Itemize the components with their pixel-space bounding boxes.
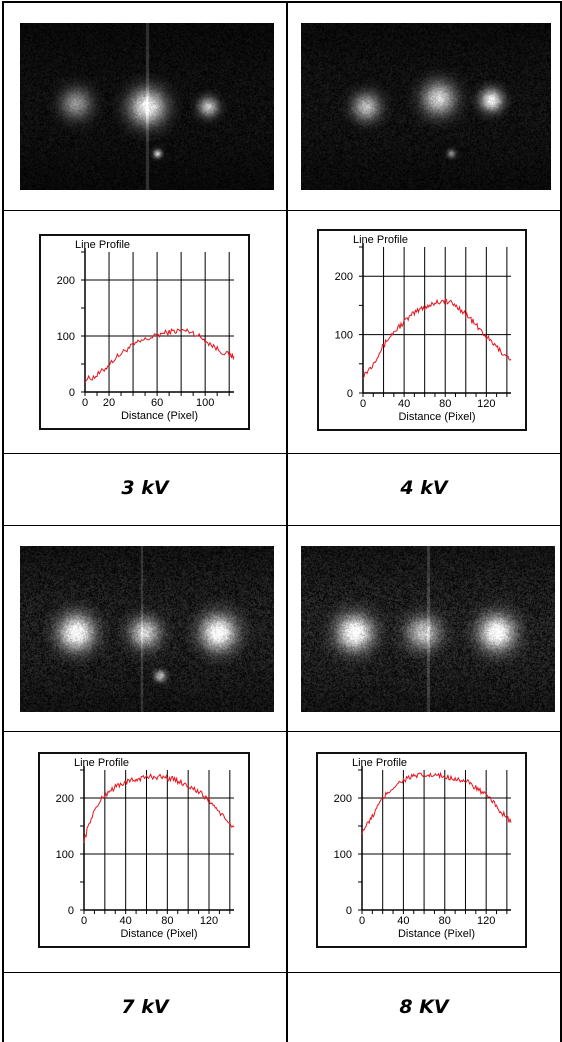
y-tick-label: 200 [56, 793, 74, 805]
y-tick-label: 100 [57, 331, 75, 343]
x-tick-label: 0 [359, 915, 365, 927]
x-tick-label: 60 [151, 397, 163, 409]
emission-image-7kv [20, 546, 274, 712]
table-border-left [2, 1, 4, 1042]
x-tick-label: 0 [82, 397, 88, 409]
emission-image-canvas [301, 546, 555, 712]
x-tick-label: 80 [439, 915, 451, 927]
x-tick-label: 20 [103, 397, 115, 409]
x-tick-label: 80 [161, 915, 173, 927]
profile-series-line [83, 773, 235, 843]
line-profile-chart-3kv: Line Profile 0 20 60 100 0 100 200 Distance (Pix… [39, 234, 250, 430]
emission-image-3kv [20, 23, 274, 190]
y-tick-label: 0 [347, 388, 353, 400]
y-tick-label: 200 [334, 793, 352, 805]
y-tick-label: 0 [68, 905, 74, 917]
table-row-rule-5 [2, 972, 562, 973]
table-row-rule-3 [2, 525, 562, 526]
emission-image-4kv [301, 23, 551, 190]
line-profile-chart-4kv: Line Profile 0 40 80 120 0 100 200 Distance (Pix… [317, 229, 527, 431]
x-tick-label: 0 [360, 398, 366, 410]
profile-series-line [362, 298, 512, 379]
table-divider-vertical [286, 1, 288, 1042]
chart-svg: Line Profile 0 40 80 120 0 100 200 Distance (Pix… [56, 757, 235, 940]
x-tick-label: 80 [439, 398, 451, 410]
y-tick-label: 200 [335, 271, 353, 283]
table-border-right [560, 1, 562, 1042]
voltage-label-8kv: 8 KV [399, 996, 449, 1018]
line-profile-chart-8kv: Line Profile 0 40 80 120 0 100 200 Distance (Pix… [316, 752, 527, 948]
emission-image-canvas [20, 23, 274, 190]
x-tick-label: 40 [398, 398, 410, 410]
emission-image-canvas [301, 23, 551, 190]
x-tick-label: 0 [81, 915, 87, 927]
x-axis-label: Distance (Pixel) [120, 928, 197, 940]
line-profile-chart-7kv: Line Profile 0 40 80 120 0 100 200 Distance (Pix… [38, 752, 250, 948]
chart-svg: Line Profile 0 20 60 100 0 100 200 Distance (Pix… [57, 239, 235, 422]
y-tick-label: 100 [334, 849, 352, 861]
x-axis-label: Distance (Pixel) [398, 928, 475, 940]
table-border-top [2, 1, 562, 3]
table-row-rule-4 [2, 731, 562, 732]
x-tick-label: 120 [477, 398, 495, 410]
chart-title: Line Profile [352, 757, 407, 769]
y-tick-label: 0 [346, 905, 352, 917]
x-tick-label: 40 [120, 915, 132, 927]
x-axis-label: Distance (Pixel) [121, 410, 198, 422]
x-tick-label: 120 [477, 915, 495, 927]
x-axis-label: Distance (Pixel) [398, 411, 475, 423]
table-row-rule-2 [2, 453, 562, 454]
profile-series-line [84, 328, 235, 383]
chart-svg: Line Profile 0 40 80 120 0 100 200 Distance (Pix… [335, 234, 512, 423]
voltage-label-4kv: 4 kV [400, 477, 448, 499]
chart-svg: Line Profile 0 40 80 120 0 100 200 Distance (Pix… [334, 757, 512, 940]
y-tick-label: 0 [69, 387, 75, 399]
table-row-rule-1 [2, 210, 562, 211]
chart-title: Line Profile [353, 234, 408, 246]
y-tick-label: 100 [56, 849, 74, 861]
chart-title: Line Profile [75, 239, 130, 251]
x-tick-label: 40 [397, 915, 409, 927]
emission-image-canvas [20, 546, 274, 712]
y-tick-label: 200 [57, 275, 75, 287]
voltage-label-7kv: 7 kV [121, 996, 169, 1018]
voltage-label-3kv: 3 kV [121, 477, 169, 499]
y-tick-label: 100 [335, 330, 353, 342]
chart-title: Line Profile [74, 757, 129, 769]
x-tick-label: 100 [196, 397, 214, 409]
profile-series-line [361, 771, 512, 835]
x-tick-label: 120 [200, 915, 218, 927]
emission-image-8kv [301, 546, 555, 712]
